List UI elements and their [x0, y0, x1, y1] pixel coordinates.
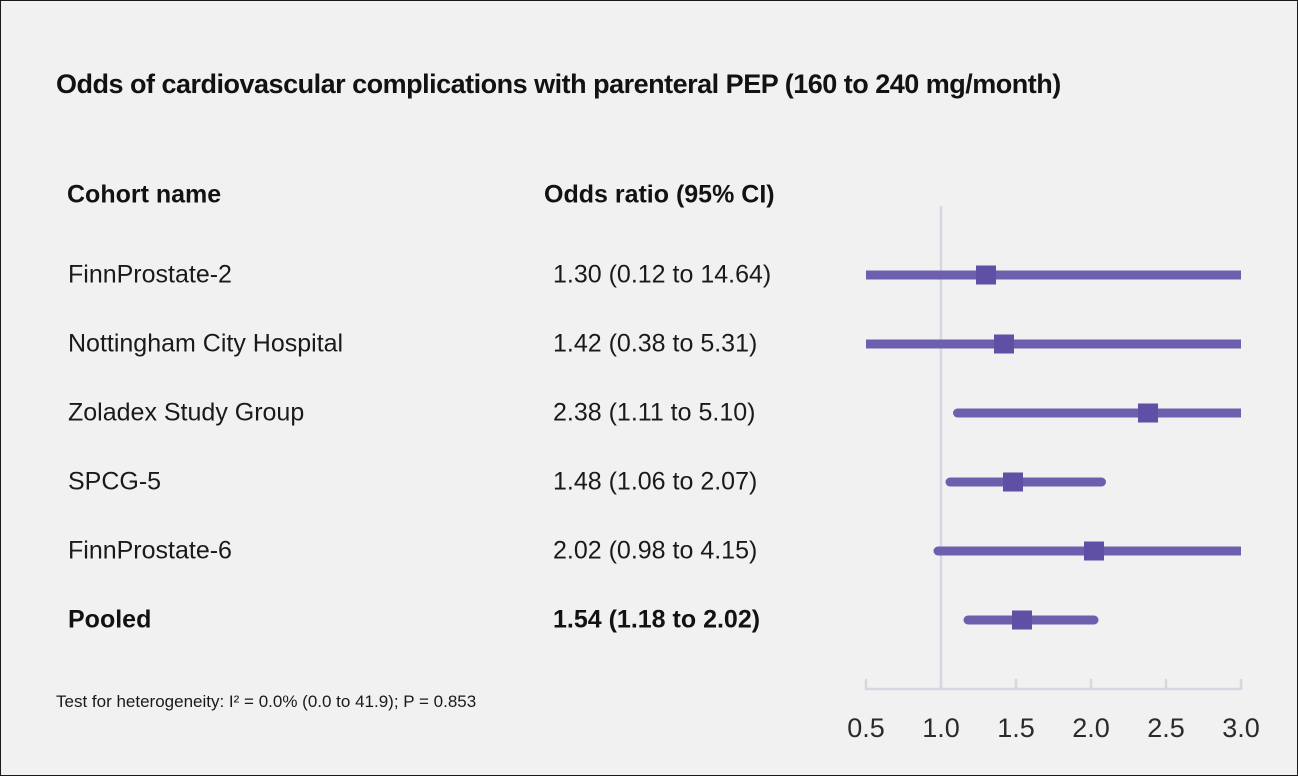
heterogeneity-footnote: Test for heterogeneity: I² = 0.0% (0.0 t… — [56, 692, 477, 711]
ci-cap-left — [945, 477, 955, 487]
odds-ratio-value: 1.54 (1.18 to 2.02) — [553, 605, 761, 634]
ci-cap-left — [933, 546, 943, 556]
odds-ratio-value: 1.42 (0.38 to 5.31) — [553, 329, 758, 358]
cohort-name: SPCG-5 — [68, 467, 162, 496]
x-axis-tick-label: 1.0 — [922, 713, 960, 743]
ci-cap-right — [1097, 477, 1106, 487]
estimate-marker — [994, 334, 1014, 354]
cohort-name: Zoladex Study Group — [68, 398, 305, 427]
x-axis-tick-label: 1.5 — [997, 713, 1035, 743]
x-axis-tick-label: 2.5 — [1147, 713, 1185, 743]
ci-cap-left — [953, 408, 962, 418]
cohort-name: Pooled — [68, 605, 152, 634]
estimate-marker — [1084, 541, 1104, 561]
x-axis-tick-label: 2.0 — [1072, 713, 1110, 743]
odds-ratio-column-header: Odds ratio (95% CI) — [544, 180, 775, 209]
cohort-name: FinnProstate-6 — [68, 536, 232, 565]
odds-ratio-value: 2.38 (1.11 to 5.10) — [553, 398, 756, 427]
ci-cap-right — [1089, 615, 1099, 625]
estimate-marker — [1003, 472, 1023, 492]
odds-ratio-value: 1.48 (1.06 to 2.07) — [553, 467, 758, 496]
pooled-estimate-marker — [1012, 610, 1032, 630]
chart-title: Odds of cardiovascular complications wit… — [56, 69, 1061, 99]
x-axis-tick-label: 0.5 — [847, 713, 885, 743]
odds-ratio-value: 2.02 (0.98 to 4.15) — [553, 536, 758, 565]
estimate-marker — [976, 265, 996, 285]
ci-cap-left — [963, 615, 973, 625]
x-axis-tick-label: 3.0 — [1222, 713, 1260, 743]
cohort-name: FinnProstate-2 — [68, 260, 232, 289]
odds-ratio-value: 1.30 (0.12 to 14.64) — [553, 260, 772, 289]
estimate-marker — [1138, 403, 1158, 423]
cohort-column-header: Cohort name — [67, 180, 222, 209]
cohort-name: Nottingham City Hospital — [68, 329, 344, 358]
